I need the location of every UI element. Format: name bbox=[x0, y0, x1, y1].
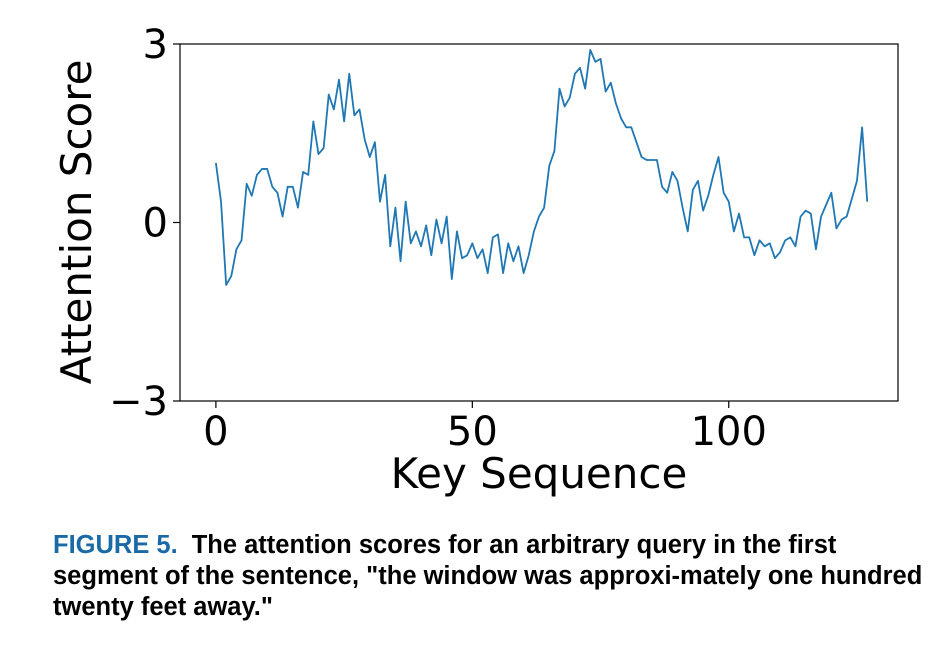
x-tick-label: 50 bbox=[447, 409, 498, 455]
x-tick-label: 0 bbox=[203, 409, 228, 455]
caption-text: The attention scores for an arbitrary qu… bbox=[53, 531, 923, 621]
attention-score-chart: 0 50 100 3 0 −3 Key Sequence Attention Score bbox=[52, 22, 899, 498]
attention-score-line bbox=[215, 49, 869, 286]
plot-area-frame bbox=[179, 43, 899, 402]
y-tick-label: −3 bbox=[109, 379, 168, 425]
figure-number: FIGURE 5. bbox=[53, 531, 178, 559]
y-axis-label: Attention Score bbox=[52, 60, 101, 385]
y-tick-label: 3 bbox=[143, 22, 168, 68]
figure-caption: FIGURE 5. The attention scores for an arb… bbox=[53, 530, 933, 623]
x-tick-label: 100 bbox=[691, 409, 767, 455]
y-tick-label: 0 bbox=[143, 201, 168, 247]
x-axis-label: Key Sequence bbox=[391, 449, 688, 498]
